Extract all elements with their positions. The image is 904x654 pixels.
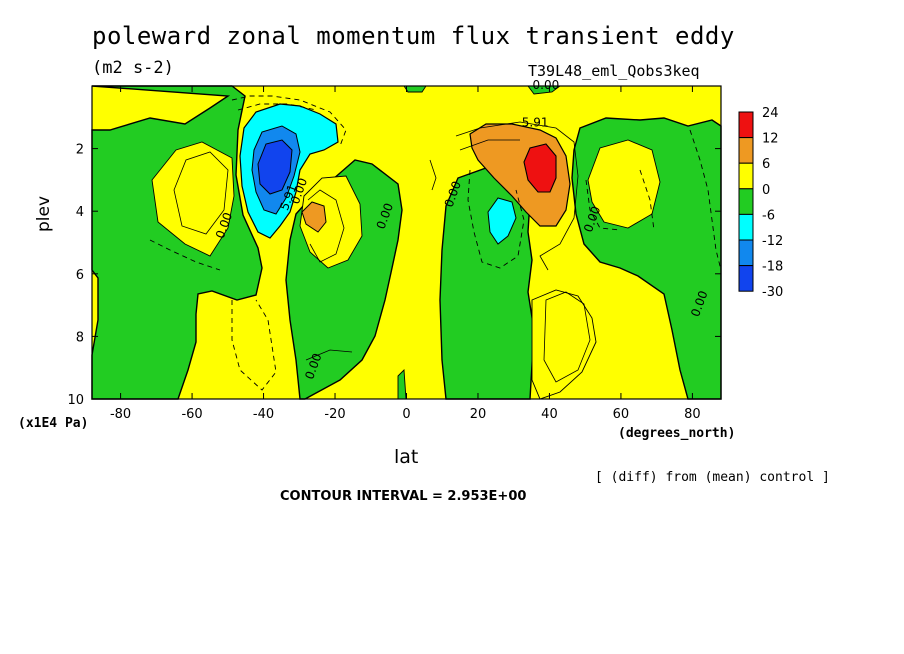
y-axis-units: (x1E4 Pa) <box>18 416 89 431</box>
y-tick-label: 6 <box>76 268 84 283</box>
y-axis: 2 4 6 8 10 <box>67 143 721 408</box>
y-tick-label: 10 <box>67 393 84 408</box>
contour-label: 0.00 <box>533 78 560 92</box>
legend-level-label: -12 <box>762 234 783 249</box>
x-tick-label: -60 <box>181 407 202 422</box>
legend-level-label: 6 <box>762 157 770 172</box>
plot-area <box>91 85 722 400</box>
yellow-hole-center <box>299 175 363 269</box>
x-tick-label: -40 <box>253 407 274 422</box>
y-axis-label: plev <box>34 195 54 232</box>
cyan-region-east-small <box>487 197 517 245</box>
legend-swatch <box>738 111 754 139</box>
orange-region-south-small <box>301 201 327 233</box>
x-axis-units: (degrees_north) <box>618 426 736 441</box>
legend-level-label: -30 <box>762 285 783 300</box>
x-tick-label: 80 <box>684 407 701 422</box>
diff-note: [ (diff) from (mean) control ] <box>595 470 830 485</box>
x-tick-label: 60 <box>613 407 630 422</box>
run-id: T39L48_eml_Qobs3keq <box>528 62 700 80</box>
contour-interval: CONTOUR INTERVAL = 2.953E+00 <box>280 489 527 504</box>
y-tick-label: 2 <box>76 143 84 158</box>
y-tick-label: 8 <box>76 330 84 345</box>
x-tick-label: 40 <box>541 407 558 422</box>
negative-contours <box>149 95 722 391</box>
color-legend: 24 12 6 0 -6 -12 -18 -30 <box>738 106 783 300</box>
legend-swatch <box>738 265 754 292</box>
x-axis-label: lat <box>394 446 419 468</box>
x-tick-label: -80 <box>110 407 131 422</box>
legend-level-label: -18 <box>762 260 783 275</box>
x-axis: -80 -60 -40 -20 0 20 40 60 80 <box>110 86 701 422</box>
x-tick-label: -20 <box>324 407 345 422</box>
legend-swatch <box>738 239 754 267</box>
positive-contours <box>173 121 591 383</box>
contour-label: 5.91 <box>522 116 549 130</box>
legend-level-label: 12 <box>762 132 779 147</box>
legend-swatch <box>738 188 754 215</box>
yellow-hole-far-east <box>587 139 661 229</box>
x-tick-label: 0 <box>402 407 410 422</box>
legend-swatch <box>738 137 754 164</box>
legend-level-label: 0 <box>762 183 770 198</box>
blue-dark-region-south <box>257 139 293 195</box>
x-tick-label: 20 <box>470 407 487 422</box>
legend-level-label: -6 <box>762 208 775 223</box>
green-patch-top-center <box>403 85 427 93</box>
chart-units: (m2 s-2) <box>92 58 174 78</box>
red-region-north <box>523 143 557 193</box>
legend-level-label: 24 <box>762 106 779 121</box>
y-tick-label: 4 <box>76 205 84 220</box>
legend-swatch <box>738 213 754 241</box>
chart-title: poleward zonal momentum flux transient e… <box>92 22 735 50</box>
yellow-hole-west <box>151 141 235 257</box>
legend-swatch <box>738 162 754 190</box>
